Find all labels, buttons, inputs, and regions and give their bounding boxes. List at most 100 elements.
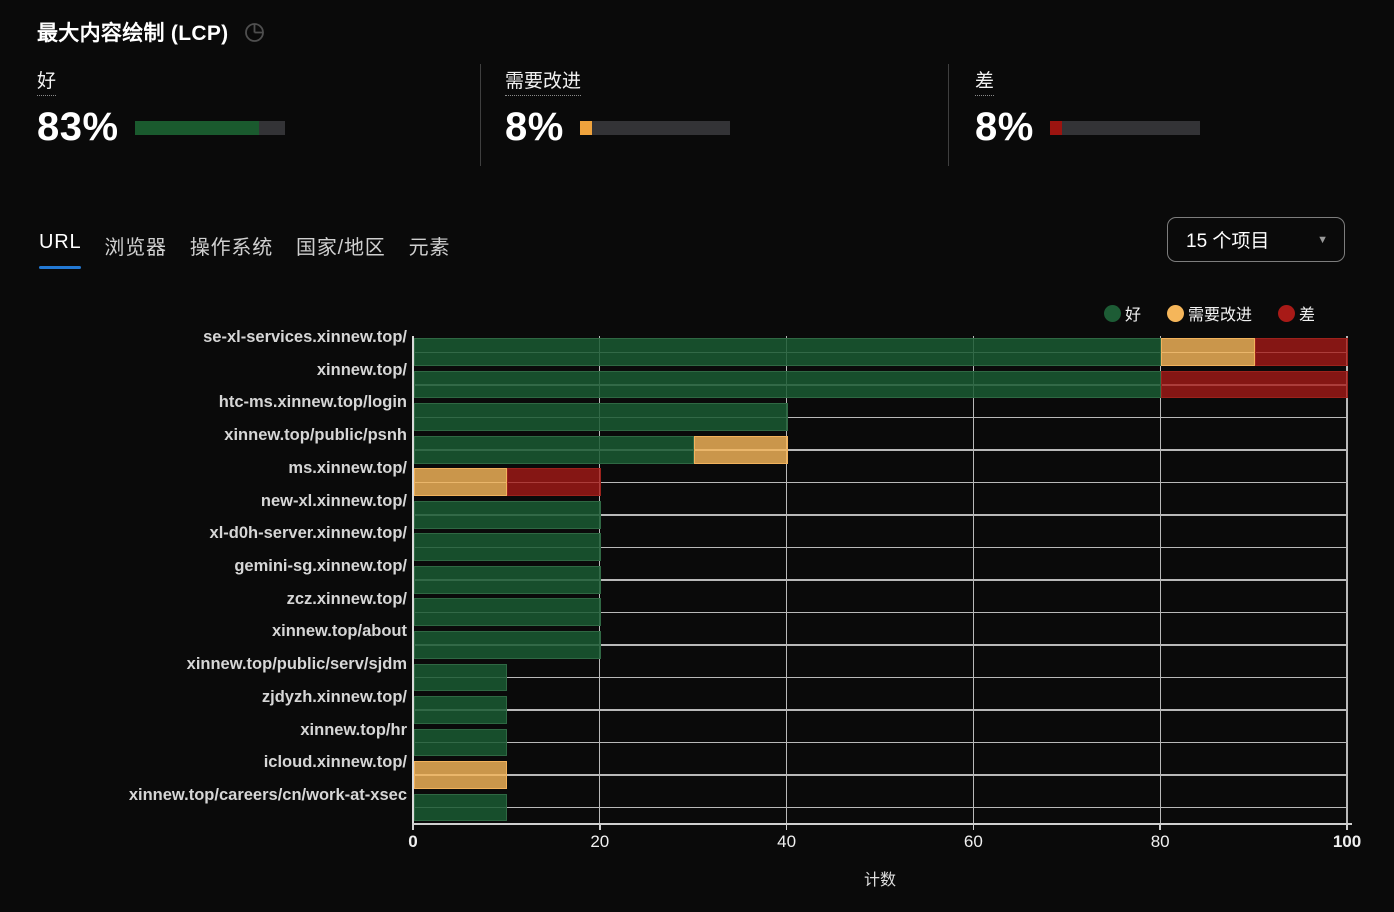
bar-segment-needs-improvement[interactable] (414, 468, 508, 497)
tab-browser-label: 浏览器 (104, 237, 167, 259)
chevron-down-icon: ▼ (1317, 233, 1328, 246)
y-axis-label: ms.xinnew.top/ (288, 458, 407, 477)
x-axis-title: 计数 (863, 872, 896, 889)
tab-url[interactable]: URL (39, 231, 82, 269)
bar-segment-good[interactable] (414, 696, 508, 724)
bar-segment-good[interactable] (414, 565, 601, 594)
x-tick-label: 80 (1150, 832, 1170, 851)
bar-segment-poor[interactable] (1161, 370, 1348, 399)
tab-browser[interactable]: 浏览器 (104, 231, 166, 269)
stat-label-poor[interactable]: 差 (975, 66, 995, 96)
bar-segment-good[interactable] (414, 403, 788, 431)
stat-meter-poor (1049, 120, 1200, 135)
stat-label-good[interactable]: 好 (37, 66, 57, 96)
x-axis-tick (785, 824, 788, 830)
y-axis-label: xl-d0h-server.xinnew.top/ (209, 524, 407, 543)
stat-card-needs-improvement: 需要改进 8% (505, 66, 730, 150)
y-axis-label: xinnew.top/careers/cn/work-at-xsec (128, 786, 407, 805)
tab-element[interactable]: 元素 (409, 231, 451, 269)
y-axis-label: new-xl.xinnew.top/ (260, 491, 407, 510)
items-count-dropdown[interactable]: 15 个项目 ▼ (1167, 217, 1345, 262)
tab-country[interactable]: 国家/地区 (296, 231, 386, 269)
stat-meter-fill-poor (1049, 120, 1062, 135)
bar-segment-good[interactable] (414, 631, 601, 659)
tab-element-label: 元素 (408, 237, 451, 259)
h-gridline (413, 514, 1347, 516)
y-axis-label: gemini-sg.xinnew.top/ (234, 557, 407, 576)
h-gridline (413, 416, 1347, 419)
y-axis-label: xinnew.top/public/psnh (224, 426, 407, 445)
x-tick-label: 0 (408, 832, 418, 851)
bar-segment-good[interactable] (414, 728, 508, 757)
h-gridline (413, 644, 1347, 646)
stat-value-poor: 8% (975, 105, 1034, 149)
bar-segment-poor[interactable] (1254, 338, 1348, 366)
y-axis-label: zcz.xinnew.top/ (286, 589, 407, 608)
x-tick-label: 40 (777, 832, 797, 851)
pie-chart-icon[interactable] (242, 19, 268, 45)
bar-segment-good[interactable] (414, 338, 1162, 366)
x-tick-label: 60 (963, 832, 983, 851)
h-gridline (413, 806, 1347, 809)
x-axis-tick (1346, 824, 1348, 830)
h-gridline (413, 676, 1347, 679)
x-axis-tick (412, 824, 414, 830)
y-axis-label: zjdyzh.xinnew.top/ (261, 687, 407, 706)
pivot-tabs: URL 浏览器 操作系统 国家/地区 元素 (39, 231, 450, 269)
h-gridline (413, 611, 1347, 614)
bar-segment-poor[interactable] (507, 468, 601, 497)
x-tick-label: 20 (590, 832, 610, 851)
h-gridline (413, 449, 1347, 451)
y-axis-label: xinnew.top/about (271, 622, 407, 641)
bar-segment-needs-improvement[interactable] (694, 435, 788, 464)
dropdown-value: 15 个项目 (1186, 231, 1270, 252)
stat-card-good: 好 83% (37, 66, 285, 150)
y-axis-label: xinnew.top/hr (300, 720, 407, 739)
legend-label-needs-improvement: 需要改进 (1187, 307, 1252, 324)
tab-country-label: 国家/地区 (296, 237, 386, 259)
y-axis-label: xinnew.top/ (316, 360, 407, 379)
legend-label-good: 好 (1124, 307, 1141, 324)
bar-segment-good[interactable] (414, 435, 695, 464)
tab-os-label: 操作系统 (189, 237, 274, 259)
h-gridline (413, 546, 1347, 549)
bar-segment-good[interactable] (414, 663, 508, 692)
header: 最大内容绘制 (LCP) (37, 17, 268, 47)
bar-segment-good[interactable] (414, 793, 508, 822)
legend-item-poor[interactable]: 差 (1277, 301, 1315, 325)
y-axis-label: xinnew.top/public/serv/sjdm (186, 655, 407, 674)
bar-segment-good[interactable] (414, 598, 601, 627)
card-divider (480, 64, 481, 166)
legend-dot-good (1103, 304, 1121, 322)
v-gridline (786, 336, 788, 824)
legend-item-good[interactable]: 好 (1103, 301, 1141, 325)
legend-item-needs-improvement[interactable]: 需要改进 (1166, 301, 1252, 325)
bar-segment-needs-improvement[interactable] (414, 761, 508, 789)
h-gridline (413, 774, 1347, 776)
y-axis-label: htc-ms.xinnew.top/login (218, 393, 407, 412)
stat-meter-fill-needs-improvement (579, 120, 592, 135)
h-gridline (413, 481, 1347, 484)
bar-segment-good[interactable] (414, 533, 601, 562)
x-axis-tick (599, 824, 601, 830)
tab-os[interactable]: 操作系统 (190, 231, 273, 269)
stat-meter-needs-improvement (579, 120, 730, 135)
stat-value-good: 83% (37, 105, 119, 149)
v-gridline (972, 336, 974, 824)
bar-segment-good[interactable] (414, 500, 601, 529)
stat-label-needs-improvement[interactable]: 需要改进 (505, 66, 582, 96)
stat-card-poor: 差 8% (975, 66, 1200, 150)
h-gridline (413, 579, 1347, 581)
stat-meter-good (134, 120, 285, 135)
legend-dot-poor (1277, 304, 1295, 322)
x-tick-label: 100 (1332, 832, 1362, 851)
chart-legend: 好 需要改进 差 (1103, 301, 1315, 325)
bar-segment-needs-improvement[interactable] (1161, 338, 1255, 366)
x-axis-line (412, 823, 1352, 825)
bar-segment-good[interactable] (414, 370, 1162, 399)
v-gridline (1159, 336, 1161, 824)
card-divider (948, 64, 949, 166)
x-axis-tick (1159, 824, 1161, 830)
